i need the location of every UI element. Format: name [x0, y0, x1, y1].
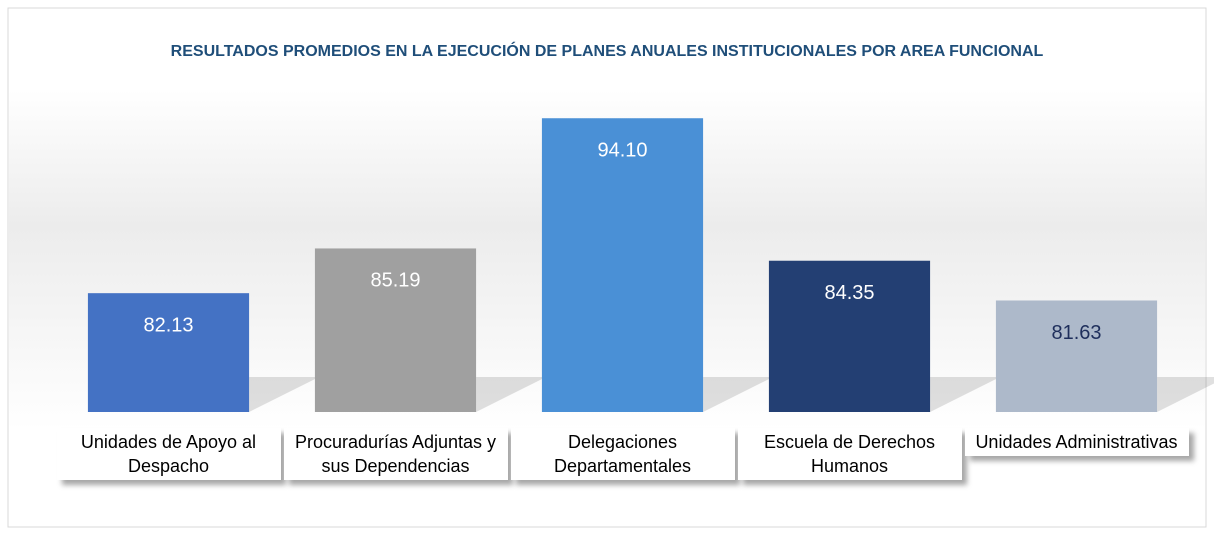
bar-shadow: [930, 377, 1001, 412]
bar-shadow: [476, 377, 547, 412]
chart-title: RESULTADOS PROMEDIOS EN LA EJECUCIÓN DE …: [171, 41, 1044, 60]
x-tick-label: Unidades Administrativas: [964, 428, 1189, 456]
bar: [995, 300, 1158, 412]
x-tick-label: Escuela de Derechos Humanos: [737, 428, 962, 480]
value-label: 85.19: [370, 270, 420, 292]
value-label: 82.13: [143, 314, 193, 336]
value-label: 84.35: [824, 282, 874, 304]
bar: [768, 260, 931, 412]
x-tick-label: Procuradurías Adjuntas y sus Dependencia…: [283, 428, 508, 480]
value-label: 94.10: [597, 140, 647, 162]
bar: [314, 248, 477, 412]
bar: [541, 118, 704, 412]
bar-shadow: [249, 377, 320, 412]
value-label: 81.63: [1051, 322, 1101, 344]
bar-shadow: [703, 377, 774, 412]
bar: [87, 293, 250, 412]
x-tick-label: Delegaciones Departamentales: [510, 428, 735, 480]
bar-shadow: [1157, 377, 1214, 412]
x-tick-label: Unidades de Apoyo al Despacho: [56, 428, 281, 480]
